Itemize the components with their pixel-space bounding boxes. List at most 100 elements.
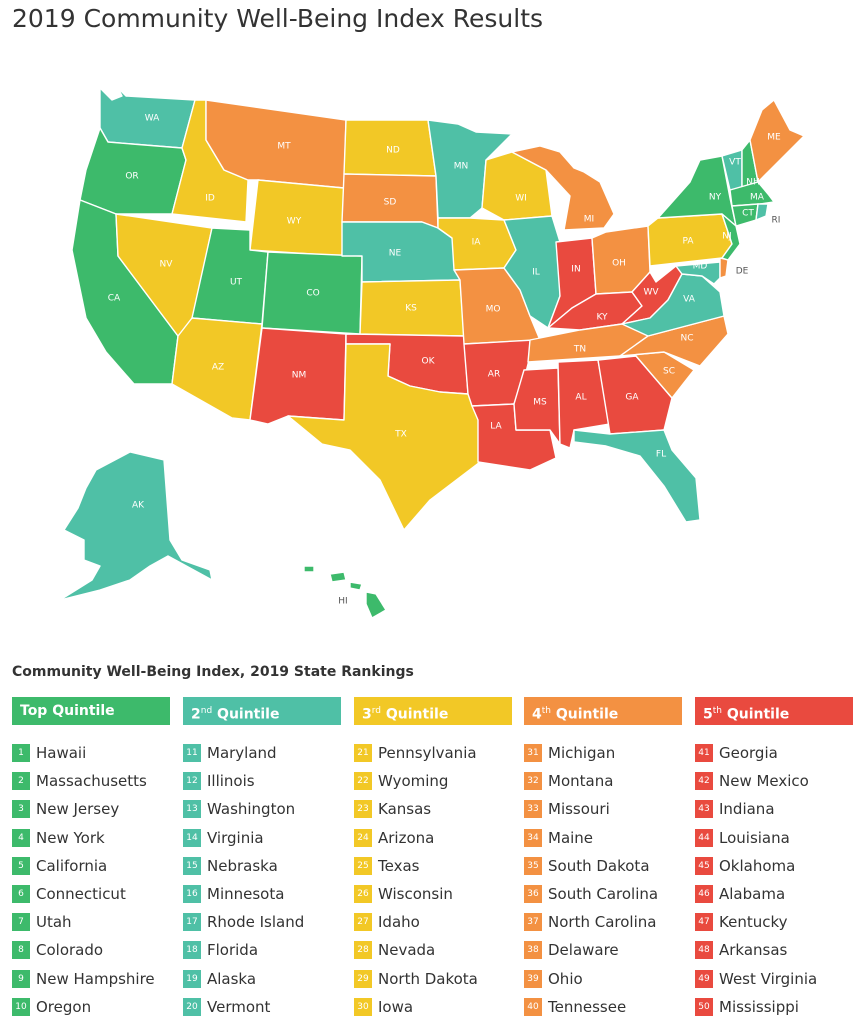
state-name: New Hampshire — [36, 969, 155, 988]
rank-badge: 41 — [695, 744, 713, 763]
quintile-header-1: Top Quintile — [12, 697, 170, 725]
state-name: South Dakota — [548, 856, 650, 875]
state-fl[interactable] — [573, 429, 701, 523]
label-me: ME — [767, 133, 781, 143]
list-item: 16 Minnesota — [183, 880, 341, 908]
rank-badge: 32 — [524, 772, 542, 791]
quintile-header-5: 5th Quintile — [695, 697, 853, 725]
state-name: Maryland — [207, 744, 277, 763]
label-nd: ND — [386, 146, 400, 156]
label-mn: MN — [454, 162, 469, 172]
list-item: 35 South Dakota — [524, 852, 682, 880]
quintile-header-label: 5 — [703, 706, 713, 723]
rank-list: 41 Georgia 42 New Mexico 43 Indiana 44 Louisian… — [695, 739, 853, 1021]
label-ct: CT — [742, 209, 754, 219]
state-tx[interactable] — [287, 343, 481, 531]
us-states-map: WA OR CA ID NV MT WY UT AZ CO NM ND SD N… — [59, 87, 805, 619]
label-wa: WA — [145, 114, 160, 124]
state-il[interactable] — [503, 215, 561, 329]
label-or: OR — [125, 172, 138, 182]
rank-badge: 46 — [695, 885, 713, 904]
rank-badge: 35 — [524, 856, 542, 875]
rank-badge: 9 — [12, 969, 30, 988]
state-name: Alaska — [207, 969, 257, 988]
label-ny: NY — [709, 193, 722, 203]
list-item: 23 Kansas — [354, 795, 512, 823]
label-wi: WI — [515, 194, 527, 204]
rank-badge: 17 — [183, 913, 201, 932]
state-hi-2[interactable] — [329, 571, 347, 583]
list-item: 45 Oklahoma — [695, 852, 853, 880]
rank-badge: 38 — [524, 941, 542, 960]
list-item: 28 Nevada — [354, 936, 512, 964]
rank-badge: 20 — [183, 997, 201, 1016]
rank-badge: 31 — [524, 744, 542, 763]
quintile-header-label: 4 — [532, 706, 542, 723]
rank-badge: 15 — [183, 856, 201, 875]
label-nc: NC — [680, 334, 693, 344]
rank-badge: 40 — [524, 997, 542, 1016]
quintile-header-ordinal: nd — [200, 706, 213, 716]
state-hi-3[interactable] — [349, 581, 363, 591]
state-name: South Carolina — [548, 885, 659, 904]
list-item: 46 Alabama — [695, 880, 853, 908]
state-name: California — [36, 856, 108, 875]
list-item: 49 West Virginia — [695, 965, 853, 993]
state-de[interactable] — [719, 257, 729, 279]
state-hi-1[interactable] — [303, 565, 315, 573]
label-ky: KY — [596, 313, 608, 323]
state-name: Wisconsin — [378, 885, 453, 904]
state-hi-4[interactable] — [365, 591, 387, 619]
quintile-header-label: Top Quintile — [20, 703, 115, 719]
rank-badge: 12 — [183, 772, 201, 791]
state-name: Oregon — [36, 997, 92, 1016]
quintile-column-5: 5th Quintile 41 Georgia 42 New Mexico 43 India… — [695, 697, 853, 1021]
label-nv: NV — [160, 260, 174, 270]
list-item: 5 California — [12, 852, 170, 880]
quintile-header-ordinal: rd — [371, 706, 382, 716]
state-me[interactable] — [749, 99, 805, 183]
list-item: 13 Washington — [183, 795, 341, 823]
rank-badge: 34 — [524, 828, 542, 847]
list-item: 20 Vermont — [183, 993, 341, 1021]
state-name: Connecticut — [36, 885, 126, 904]
list-item: 6 Connecticut — [12, 880, 170, 908]
rank-badge: 25 — [354, 856, 372, 875]
state-ak[interactable] — [59, 451, 213, 601]
rank-badge: 1 — [12, 744, 30, 763]
list-item: 22 Wyoming — [354, 767, 512, 795]
rank-badge: 29 — [354, 969, 372, 988]
label-nh: NH — [746, 178, 760, 188]
list-item: 14 Virginia — [183, 824, 341, 852]
state-name: Louisiana — [719, 828, 790, 847]
label-md: MD — [693, 262, 708, 272]
rank-badge: 44 — [695, 828, 713, 847]
list-item: 19 Alaska — [183, 965, 341, 993]
state-name: Colorado — [36, 941, 104, 960]
list-item: 41 Georgia — [695, 739, 853, 767]
rank-badge: 8 — [12, 941, 30, 960]
rank-badge: 3 — [12, 800, 30, 819]
list-item: 2 Massachusetts — [12, 767, 170, 795]
rank-badge: 7 — [12, 913, 30, 932]
rank-badge: 18 — [183, 941, 201, 960]
quintile-column-4: 4th Quintile 31 Michigan 32 Montana 33 Missour… — [524, 697, 682, 1021]
list-item: 21 Pennsylvania — [354, 739, 512, 767]
label-va: VA — [683, 295, 696, 305]
rank-badge: 24 — [354, 828, 372, 847]
state-name: West Virginia — [719, 969, 818, 988]
quintile-header-2: 2nd Quintile — [183, 697, 341, 725]
rank-badge: 21 — [354, 744, 372, 763]
list-item: 4 New York — [12, 824, 170, 852]
list-item: 9 New Hampshire — [12, 965, 170, 993]
list-item: 37 North Carolina — [524, 908, 682, 936]
state-mi[interactable] — [511, 145, 615, 231]
rank-badge: 27 — [354, 913, 372, 932]
rank-badge: 11 — [183, 744, 201, 763]
list-item: 40 Tennessee — [524, 993, 682, 1021]
rank-list: 11 Maryland 12 Illinois 13 Washington 14 Virgin… — [183, 739, 341, 1021]
state-ri[interactable] — [755, 203, 769, 221]
quintile-header-suffix: Quintile — [550, 706, 619, 723]
state-name: Pennsylvania — [378, 744, 477, 763]
list-item: 33 Missouri — [524, 795, 682, 823]
